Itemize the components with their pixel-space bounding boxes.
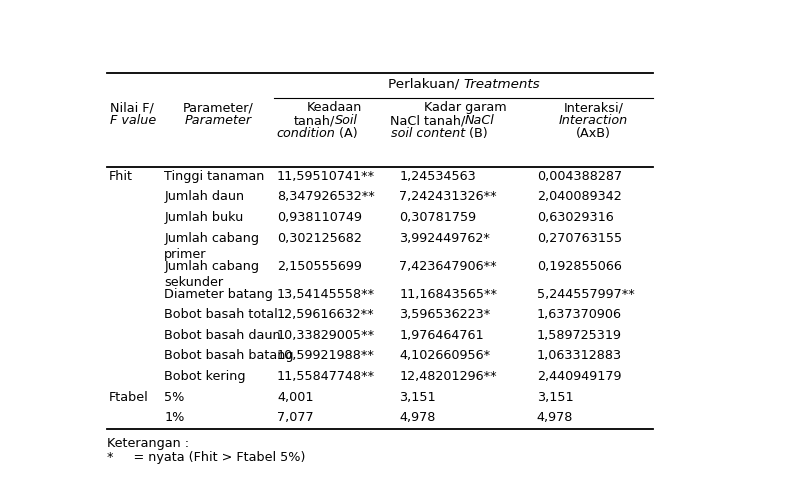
Text: 5,244557997**: 5,244557997**	[537, 288, 634, 301]
Text: 0,63029316: 0,63029316	[537, 211, 613, 224]
Text: 0,192855066: 0,192855066	[537, 260, 621, 273]
Text: condition: condition	[276, 127, 335, 140]
Text: Kadar garam: Kadar garam	[423, 102, 506, 114]
Text: Soil: Soil	[335, 114, 358, 127]
Text: NaCl: NaCl	[465, 114, 494, 127]
Text: Interaction: Interaction	[558, 114, 628, 127]
Text: 1%: 1%	[164, 411, 184, 424]
Text: Interaksi/: Interaksi/	[563, 102, 623, 114]
Text: 3,151: 3,151	[537, 391, 574, 404]
Text: 0,938110749: 0,938110749	[277, 211, 362, 224]
Text: 8,347926532**: 8,347926532**	[277, 191, 375, 204]
Text: 12,48201296**: 12,48201296**	[399, 370, 497, 383]
Text: Keadaan: Keadaan	[307, 102, 363, 114]
Text: Nilai F/: Nilai F/	[110, 102, 154, 114]
Text: 2,440949179: 2,440949179	[537, 370, 621, 383]
Text: 7,242431326**: 7,242431326**	[399, 191, 497, 204]
Text: Fhit: Fhit	[109, 170, 133, 183]
Text: Parameter/: Parameter/	[183, 102, 254, 114]
Text: 0,270763155: 0,270763155	[537, 232, 622, 244]
Text: 13,54145558**: 13,54145558**	[277, 288, 375, 301]
Text: 3,992449762*: 3,992449762*	[399, 232, 490, 244]
Text: Treatments: Treatments	[463, 78, 540, 91]
Text: Jumlah cabang
primer: Jumlah cabang primer	[164, 232, 259, 260]
Text: (AxB): (AxB)	[576, 127, 611, 140]
Text: Tinggi tanaman: Tinggi tanaman	[164, 170, 265, 183]
Text: NaCl tanah/: NaCl tanah/	[389, 114, 465, 127]
Text: soil content: soil content	[390, 127, 465, 140]
Text: 1,976464761: 1,976464761	[399, 329, 484, 342]
Text: Jumlah daun: Jumlah daun	[164, 191, 244, 204]
Text: 4,978: 4,978	[399, 411, 436, 424]
Text: 3,596536223*: 3,596536223*	[399, 308, 490, 321]
Text: Bobot basah daun: Bobot basah daun	[164, 329, 281, 342]
Text: 7,077: 7,077	[277, 411, 314, 424]
Text: 11,55847748**: 11,55847748**	[277, 370, 375, 383]
Text: 12,59616632**: 12,59616632**	[277, 308, 375, 321]
Text: 11,59510741**: 11,59510741**	[277, 170, 375, 183]
Text: 2,150555699: 2,150555699	[277, 260, 362, 273]
Text: 3,151: 3,151	[399, 391, 436, 404]
Text: 4,978: 4,978	[537, 411, 573, 424]
Text: 0,302125682: 0,302125682	[277, 232, 362, 244]
Text: 1,063312883: 1,063312883	[537, 349, 622, 363]
Text: Keterangan :: Keterangan :	[107, 437, 189, 450]
Text: (A): (A)	[335, 127, 357, 140]
Text: Diameter batang: Diameter batang	[164, 288, 273, 301]
Text: 1,589725319: 1,589725319	[537, 329, 622, 342]
Text: 10,59921988**: 10,59921988**	[277, 349, 375, 363]
Text: 0,004388287: 0,004388287	[537, 170, 622, 183]
Text: 1,637370906: 1,637370906	[537, 308, 622, 321]
Text: Parameter: Parameter	[184, 114, 251, 127]
Text: tanah/: tanah/	[293, 114, 335, 127]
Text: 10,33829005**: 10,33829005**	[277, 329, 375, 342]
Text: (B): (B)	[465, 127, 487, 140]
Text: 5%: 5%	[164, 391, 184, 404]
Text: Jumlah cabang
sekunder: Jumlah cabang sekunder	[164, 260, 259, 289]
Text: 4,001: 4,001	[277, 391, 314, 404]
Text: 4,102660956*: 4,102660956*	[399, 349, 490, 363]
Text: Bobot kering: Bobot kering	[164, 370, 246, 383]
Text: 1,24534563: 1,24534563	[399, 170, 476, 183]
Text: Bobot basah total: Bobot basah total	[164, 308, 278, 321]
Text: F value: F value	[110, 114, 156, 127]
Text: Jumlah buku: Jumlah buku	[164, 211, 243, 224]
Text: Ftabel: Ftabel	[109, 391, 149, 404]
Text: 7,423647906**: 7,423647906**	[399, 260, 497, 273]
Text: Bobot basah batang: Bobot basah batang	[164, 349, 294, 363]
Text: 0,30781759: 0,30781759	[399, 211, 476, 224]
Text: Perlakuan/: Perlakuan/	[388, 78, 463, 91]
Text: *     = nyata (Fhit > Ftabel 5%): * = nyata (Fhit > Ftabel 5%)	[107, 451, 305, 464]
Text: 2,040089342: 2,040089342	[537, 191, 621, 204]
Text: 11,16843565**: 11,16843565**	[399, 288, 497, 301]
